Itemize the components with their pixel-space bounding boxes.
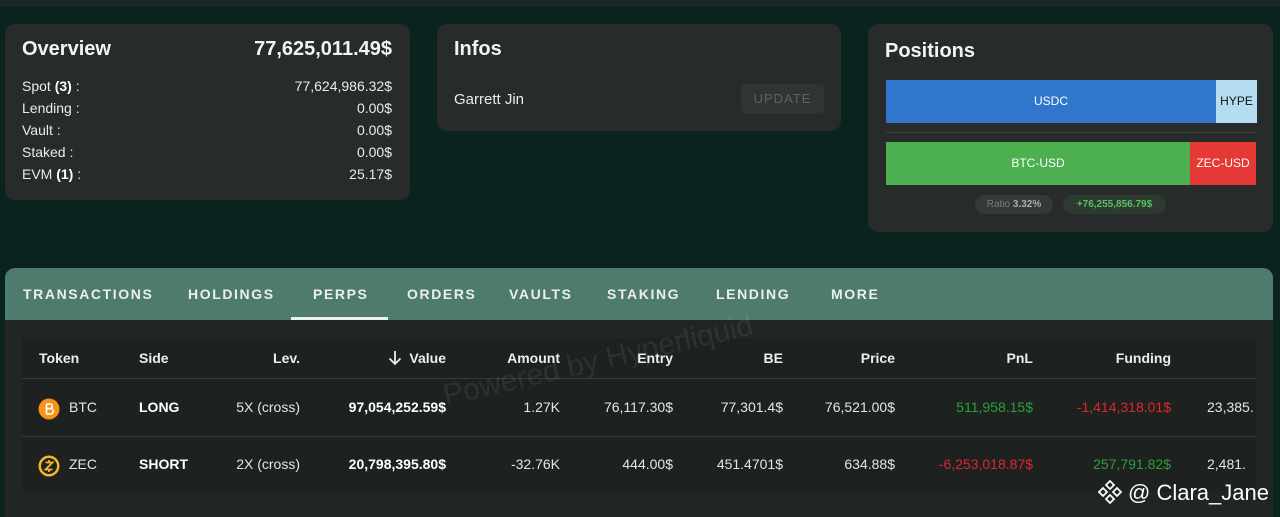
overview-row-value: 0.00$	[356, 144, 392, 160]
tab[interactable]: LENDING	[716, 286, 791, 302]
exposure-bar: ZEC-USD	[1190, 142, 1256, 185]
table-cell: 77,301.4$	[720, 399, 783, 415]
allocation-bar: USDC	[886, 80, 1216, 123]
table-cell: LONG	[139, 399, 180, 415]
table-cell: -32.76K	[510, 456, 560, 472]
row-label: Staked	[22, 144, 66, 160]
column-header: Lev.	[273, 350, 300, 366]
table-cell: BTC	[69, 399, 97, 415]
infos-title: Infos	[454, 38, 502, 60]
tab[interactable]: HOLDINGS	[188, 286, 275, 302]
top-strip	[0, 0, 1280, 7]
column-header: PnL	[1006, 350, 1033, 366]
table-cell: 20,798,395.80$	[348, 456, 446, 472]
overview-row-value: 25.17$	[349, 166, 392, 182]
column-header: Funding	[1115, 350, 1171, 366]
overview-row-value: 77,624,986.32$	[294, 78, 392, 94]
tab[interactable]: ORDERS	[407, 286, 477, 302]
active-tab-indicator	[291, 317, 388, 320]
tab-bar	[5, 268, 1273, 320]
ratio-pill: Ratio 3.32%	[975, 195, 1053, 214]
row-colon: :	[56, 122, 61, 138]
credit: @ Clara_Jane	[1128, 480, 1269, 505]
infos-card: Infos Garrett Jin UPDATE	[437, 24, 841, 131]
positions-title: Positions	[885, 40, 976, 62]
tab[interactable]: VAULTS	[509, 286, 573, 302]
row-label: Lending	[22, 100, 72, 116]
row-colon: :	[75, 78, 80, 94]
table-cell: ZEC	[69, 456, 97, 472]
row-colon: :	[75, 100, 80, 116]
table	[22, 338, 1256, 492]
table-cell: 97,054,252.59$	[348, 399, 446, 415]
row-divider	[22, 378, 1256, 379]
row-label: Vault	[22, 122, 53, 138]
column-header: Token	[39, 350, 80, 366]
table-cell: 444.00$	[622, 456, 673, 472]
ratio-label: Ratio	[986, 199, 1011, 210]
column-header: Side	[139, 350, 169, 366]
ratio-value: 3.32%	[1012, 199, 1042, 210]
allocation-bar: HYPE	[1216, 80, 1257, 123]
row-count: (3)	[54, 78, 72, 94]
column-header: Amount	[507, 350, 560, 366]
btc-icon	[38, 398, 60, 420]
table-cell: 511,958.15$	[956, 399, 1033, 415]
overview-row-label: Vault :	[22, 122, 61, 138]
table-cell: 5X (cross)	[236, 399, 300, 415]
row-colon: :	[69, 144, 74, 160]
row-label: EVM	[22, 166, 53, 182]
table-cell: 451.4701$	[716, 456, 783, 472]
table-cell: 2X (cross)	[236, 456, 300, 472]
tab[interactable]: TRANSACTIONS	[23, 286, 154, 302]
column-header: BE	[763, 350, 783, 366]
table-cell: -1,414,318.01$	[1076, 399, 1171, 415]
table-cell: 2,481.	[1207, 456, 1246, 472]
row-colon: :	[77, 166, 82, 182]
tab[interactable]: STAKING	[607, 286, 681, 302]
column-header: Entry	[637, 350, 673, 366]
row-count: (1)	[56, 166, 74, 182]
pnl-pill: +76,255,856.79$	[1063, 195, 1166, 214]
table-cell: 1.27K	[523, 399, 560, 415]
divider	[886, 132, 1257, 133]
table-cell: SHORT	[139, 456, 188, 472]
overview-row-label: Staked :	[22, 144, 73, 160]
table-cell: -6,253,018.87$	[938, 456, 1033, 472]
credit-icon	[1097, 479, 1123, 505]
overview-row-value: 0.00$	[356, 100, 392, 116]
overview-row-value: 0.00$	[356, 122, 392, 138]
overview-title: Overview	[22, 38, 111, 60]
overview-total: 77,625,011.49$	[254, 38, 392, 60]
row-label: Spot	[22, 78, 51, 94]
tab[interactable]: MORE	[831, 286, 880, 302]
table-cell: 76,117.30$	[603, 399, 673, 415]
positions-card: Positions USDC HYPE BTC-USD ZEC-USD Rati…	[868, 24, 1273, 232]
update-button[interactable]: UPDATE	[741, 84, 824, 114]
tab[interactable]: PERPS	[313, 286, 369, 302]
exposure-bar: BTC-USD	[886, 142, 1190, 185]
column-header: Price	[860, 350, 895, 366]
sort-icon	[388, 351, 402, 366]
account-name: Garrett Jin	[454, 91, 525, 108]
zec-icon	[38, 455, 60, 477]
overview-card: Overview 77,625,011.49$ Spot (3) : 77,624…	[5, 24, 410, 200]
table-cell: 76,521.00$	[824, 399, 895, 415]
table-cell: 23,385.	[1207, 399, 1254, 415]
overview-row-label: Lending :	[22, 100, 80, 116]
overview-row-label: EVM (1) :	[22, 166, 81, 182]
table-cell: 634.88$	[844, 456, 895, 472]
row-divider	[22, 436, 1256, 437]
column-header: Value	[409, 350, 446, 366]
overview-row-label: Spot (3) :	[22, 78, 80, 94]
table-cell: 257,791.82$	[1093, 456, 1171, 472]
